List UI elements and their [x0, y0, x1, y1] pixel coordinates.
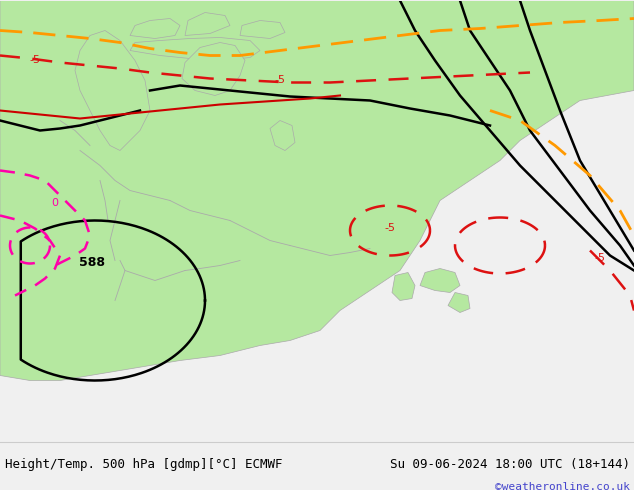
- Polygon shape: [182, 43, 245, 96]
- Polygon shape: [0, 0, 634, 381]
- Polygon shape: [185, 13, 230, 35]
- Polygon shape: [448, 293, 470, 313]
- Text: -5: -5: [275, 74, 285, 84]
- Polygon shape: [240, 21, 285, 39]
- Text: ©weatheronline.co.uk: ©weatheronline.co.uk: [495, 482, 630, 490]
- Text: -5: -5: [595, 252, 605, 263]
- Polygon shape: [130, 19, 180, 39]
- Polygon shape: [75, 30, 150, 150]
- Polygon shape: [270, 121, 295, 150]
- Text: Height/Temp. 500 hPa [gdmp][°C] ECMWF: Height/Temp. 500 hPa [gdmp][°C] ECMWF: [5, 458, 283, 471]
- Polygon shape: [420, 269, 460, 293]
- Polygon shape: [130, 38, 260, 60]
- Text: -5: -5: [30, 54, 41, 65]
- Text: -5: -5: [384, 222, 396, 232]
- Text: Su 09-06-2024 18:00 UTC (18+144): Su 09-06-2024 18:00 UTC (18+144): [390, 458, 630, 471]
- Text: 0: 0: [51, 197, 58, 207]
- Text: 588: 588: [79, 255, 105, 269]
- Polygon shape: [392, 272, 415, 300]
